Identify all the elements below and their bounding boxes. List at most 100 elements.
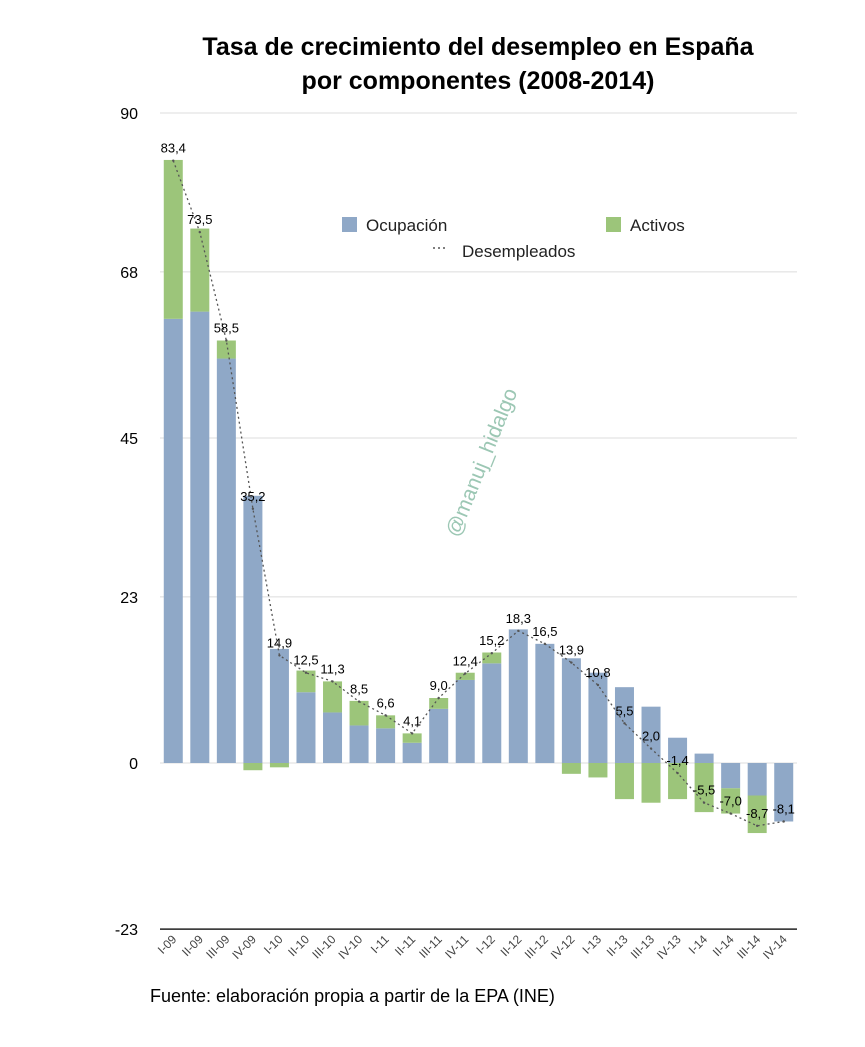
bar-ocupacion-I-13 (588, 672, 608, 763)
chart-title-line-1: Tasa de crecimiento del desempleo en Esp… (202, 33, 754, 61)
point-desempleados-IV-10 (357, 700, 361, 703)
y-tick-label-1: 68 (120, 265, 138, 282)
data-label-III-11: 9,0 (430, 678, 448, 693)
x-tick-label-II-14: II-14 (710, 932, 737, 959)
bar-ocupacion-II-09 (190, 311, 210, 763)
point-desempleados-III-10 (331, 680, 334, 683)
bar-activos-IV-10 (349, 700, 369, 726)
point-desempleados-III-12 (543, 642, 547, 646)
point-desempleados-III-13 (649, 747, 653, 750)
bar-activos-I-14 (694, 763, 714, 813)
point-desempleados-I-10 (278, 654, 281, 657)
bar-ocupacion-II-13 (614, 687, 634, 763)
legend-label-activos: Activos (630, 216, 685, 235)
x-tick-label-IV-10: IV-10 (335, 932, 365, 962)
bar-ocupacion-III-14 (747, 763, 767, 796)
legend-swatch-activos (606, 217, 621, 232)
bar-activos-I-09 (163, 159, 183, 319)
source-note: Fuente: elaboración propia a partir de l… (150, 986, 555, 1006)
bar-ocupacion-III-13 (641, 706, 661, 763)
point-desempleados-II-09 (198, 230, 202, 234)
bar-ocupacion-IV-14 (774, 763, 794, 822)
bar-activos-II-10 (296, 670, 316, 693)
bar-ocupacion-IV-12 (561, 658, 581, 763)
bar-ocupacion-II-10 (296, 692, 316, 763)
chart-title-line-2: por componentes (2008-2014) (302, 67, 655, 95)
x-tick-label-IV-14: IV-14 (760, 932, 790, 962)
bar-ocupacion-IV-09 (243, 495, 263, 763)
bar-activos-IV-09 (243, 763, 263, 771)
data-label-IV-13: -1,4 (666, 753, 688, 768)
desempleados-line-layer (172, 159, 785, 828)
bar-activos-III-11 (429, 698, 449, 709)
data-label-II-14: -7,0 (719, 794, 741, 809)
bar-activos-II-09 (190, 228, 210, 312)
bar-activos-III-09 (216, 340, 236, 359)
bar-ocupacion-IV-10 (349, 725, 369, 763)
data-label-III-12: 16,5 (532, 624, 557, 639)
data-label-II-11: 4,1 (403, 713, 421, 728)
x-tick-label-I-09: I-09 (155, 932, 180, 957)
data-label-III-13: 2,0 (642, 729, 660, 744)
data-label-IV-09: 35,2 (240, 489, 265, 504)
bar-ocupacion-III-12 (535, 643, 555, 763)
x-tick-label-IV-13: IV-13 (654, 932, 684, 962)
bar-activos-I-11 (376, 715, 396, 729)
x-tick-label-II-12: II-12 (498, 932, 525, 959)
point-desempleados-III-14 (755, 824, 759, 828)
data-label-IV-12: 13,9 (559, 643, 584, 658)
x-tick-label-II-10: II-10 (285, 932, 312, 959)
bar-ocupacion-I-10 (269, 648, 289, 763)
bar-ocupacion-III-09 (216, 358, 236, 763)
point-desempleados-I-13 (596, 683, 600, 687)
bar-activos-III-14 (747, 795, 767, 834)
data-label-II-10: 12,5 (293, 653, 318, 668)
y-tick-label-4: 0 (129, 756, 138, 773)
point-desempleados-IV-12 (570, 661, 573, 664)
data-label-I-13: 10,8 (585, 665, 610, 680)
x-tick-label-IV-11: IV-11 (442, 932, 471, 961)
bar-activos-IV-13 (668, 763, 688, 800)
point-desempleados-II-11 (410, 732, 414, 735)
bar-ocupacion-IV-11 (455, 679, 475, 763)
point-desempleados-I-11 (384, 714, 387, 717)
data-label-III-10: 11,3 (320, 661, 344, 676)
y-tick-label-3: 23 (120, 590, 138, 607)
x-tick-label-II-09: II-09 (179, 932, 206, 959)
y-tick-label-0: 90 (120, 106, 138, 123)
x-tick-label-III-14: III-14 (734, 932, 763, 961)
bar-ocupacion-I-11 (376, 728, 396, 763)
bar-ocupacion-IV-13 (668, 737, 688, 763)
y-axis-ticks: 90 68 45 23 0 -23 (115, 106, 138, 939)
data-label-I-09: 83,4 (161, 141, 186, 156)
bar-ocupacion-I-12 (482, 663, 502, 763)
x-tick-label-II-11: II-11 (392, 932, 418, 958)
legend: Ocupación Activos Desempleados (342, 216, 685, 261)
bar-activos-II-13 (614, 763, 634, 800)
x-tick-label-II-13: II-13 (604, 932, 631, 959)
x-tick-label-III-10: III-10 (309, 932, 338, 961)
data-label-III-14: -8,7 (746, 806, 768, 821)
x-tick-label-III-11: III-11 (416, 932, 445, 961)
x-tick-label-I-12: I-12 (473, 932, 498, 957)
data-label-IV-10: 8,5 (350, 682, 368, 697)
bar-ocupacion-II-14 (721, 763, 741, 789)
data-label-II-12: 18,3 (506, 611, 531, 626)
data-label-II-09: 73,5 (187, 212, 212, 227)
point-desempleados-IV-11 (464, 672, 467, 675)
bar-ocupacion-III-11 (429, 708, 449, 763)
point-desempleados-II-14 (729, 812, 732, 815)
gridlines (160, 112, 797, 930)
point-desempleados-II-12 (517, 629, 520, 633)
point-desempleados-I-09 (172, 159, 175, 162)
bar-activos-I-13 (588, 763, 608, 778)
data-label-III-09: 58,5 (214, 321, 239, 336)
legend-swatch-ocupacion (342, 217, 357, 232)
bar-ocupacion-II-11 (402, 742, 422, 763)
point-desempleados-IV-14 (782, 820, 785, 823)
point-desempleados-III-09 (225, 339, 228, 342)
x-tick-label-I-14: I-14 (686, 932, 711, 957)
bar-ocupacion-I-09 (163, 318, 183, 763)
bar-ocupacion-I-14 (694, 753, 714, 763)
